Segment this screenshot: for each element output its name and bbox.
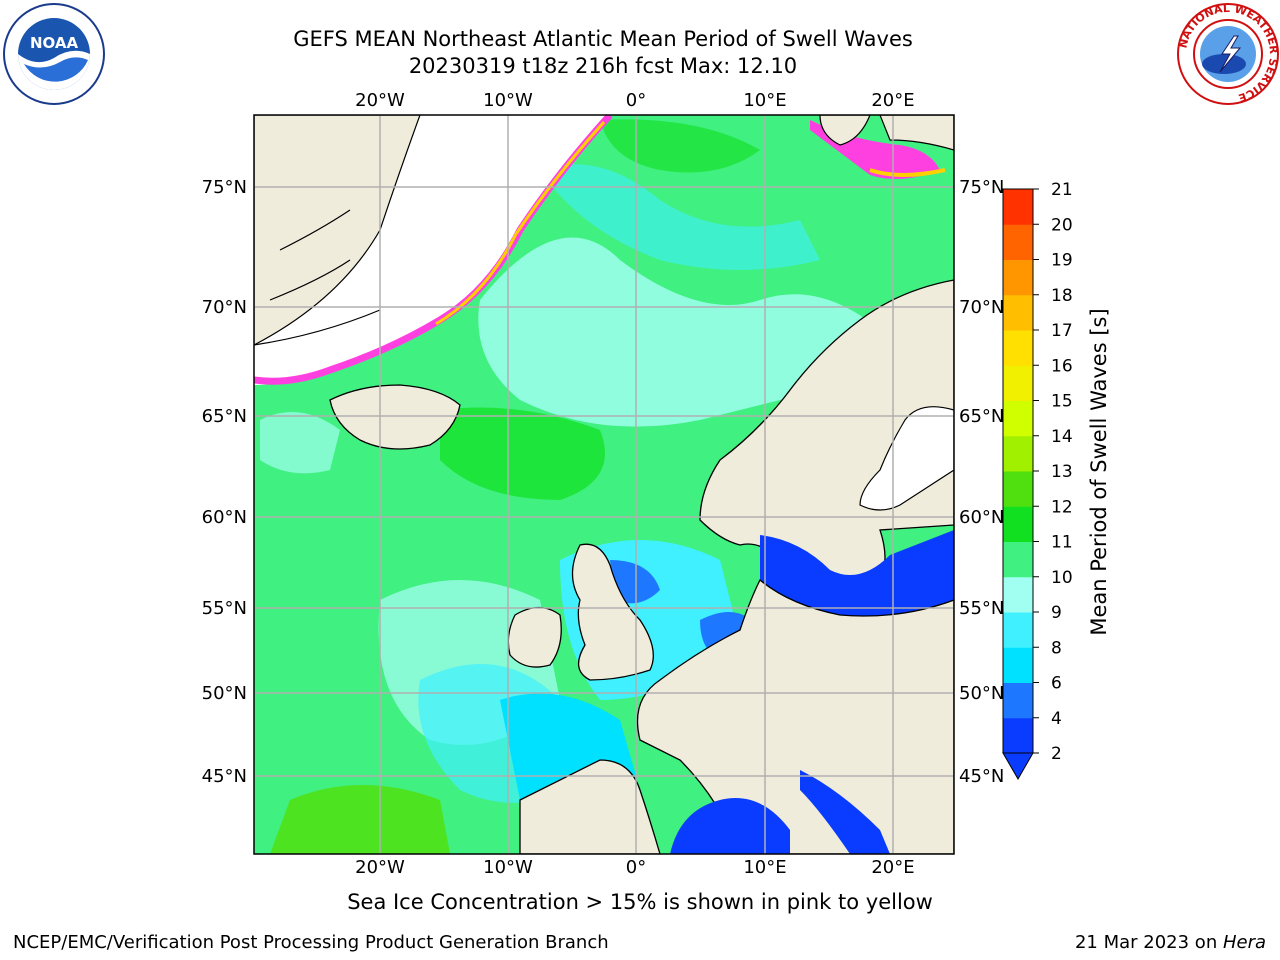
chart-title: GEFS MEAN Northeast Atlantic Mean Period… [293,27,913,51]
colorbar-tick-label: 4 [1051,709,1062,729]
lon-label-bottom: 10°W [483,857,533,878]
lat-label-left: 60°N [202,507,247,528]
svalbard [819,115,871,146]
nws-logo: NATIONAL WEATHER SERVICE [1176,2,1280,105]
colorbar-segment [1003,612,1033,648]
baltic-sea-swell [760,530,954,616]
colorbar-segment [1003,471,1033,507]
lat-label-right: 75°N [959,177,1004,198]
lat-label-left: 45°N [202,766,247,787]
lon-label-top: 20°W [355,90,405,111]
lat-label-left: 70°N [202,297,247,318]
colorbar: 2 4 6 8 9 10 11 12 13 14 15 16 17 18 19 20 21 [1002,180,1073,781]
colorbar-tick-label: 20 [1051,215,1073,235]
footer-credit: NCEP/EMC/Verification Post Processing Pr… [13,932,609,953]
colorbar-segment [1003,541,1033,578]
colorbar-tick-label: 8 [1051,638,1062,658]
north-sea-blue [610,560,660,604]
colorbar-segment [1003,330,1033,366]
colorbar-tick-label: 19 [1051,251,1073,271]
lon-label-bottom: 0° [626,857,646,878]
colorbar-segment [1003,294,1033,331]
colorbar-segment [1003,224,1033,260]
continental-europe [636,578,954,854]
lon-label-top: 10°W [483,90,533,111]
colorbar-tick-label: 12 [1051,497,1073,517]
lat-label-left: 75°N [202,177,247,198]
gulf-of-bothnia-ice [859,406,954,511]
great-britain [571,543,654,681]
mediterranean-west [670,798,790,854]
iberia [519,759,661,854]
lat-label-left: 55°N [202,598,247,619]
colorbar-extend-arrow [1002,752,1034,781]
lat-label-right: 65°N [959,406,1004,427]
lat-label-right: 70°N [959,297,1004,318]
colorbar-segment [1003,189,1033,225]
sea-ice-note: Sea Ice Concentration > 15% is shown in … [347,890,933,914]
green-patch-2 [270,785,450,854]
colorbar-tick-label: 17 [1051,321,1073,341]
green-patch-1 [440,407,605,500]
map-frame [253,114,955,855]
colorbar-tick-label: 11 [1051,533,1073,553]
lat-label-left: 65°N [202,406,247,427]
lat-label-right: 45°N [959,766,1004,787]
noaa-logo: NOAA [3,3,105,105]
lon-label-bottom: 20°W [355,857,405,878]
swell-band-3 [260,412,340,474]
graticule [254,115,954,854]
lat-label-left: 50°N [202,683,247,704]
colorbar-label: Mean Period of Swell Waves [s] [1087,308,1111,635]
lon-label-top: 20°E [871,90,914,111]
colorbar-tick-label: 13 [1051,462,1073,482]
colorbar-tick-label: 18 [1051,286,1073,306]
lat-label-right: 55°N [959,598,1004,619]
colorbar-tick-label: 21 [1051,180,1073,200]
colorbar-segment [1003,717,1033,754]
colorbar-segment [1003,435,1033,472]
swell-band-north [478,237,880,427]
lon-label-bottom: 10°E [743,857,786,878]
colorbar-segment [1003,506,1033,542]
iceland [329,384,461,450]
adriatic [800,770,890,854]
colorbar-tick-label: 9 [1051,603,1062,623]
noaa-logo-text: NOAA [30,34,79,52]
colorbar-segment [1003,647,1033,683]
map-area [254,115,954,854]
colorbar-tick-label: 14 [1051,427,1073,447]
ireland [507,606,562,668]
colorbar-tick-label: 16 [1051,356,1073,376]
colorbar-tick-label: 10 [1051,568,1073,588]
colorbar-segment [1003,365,1033,401]
lon-label-top: 0° [626,90,646,111]
swell-band-2 [540,164,820,270]
colorbar-tick-label: 6 [1051,674,1062,694]
lat-label-right: 50°N [959,683,1004,704]
colorbar-tick-label: 2 [1051,744,1062,764]
green-patch-3 [600,119,760,173]
colorbar-segment [1003,400,1033,437]
colorbar-segment [1003,682,1033,719]
colorbar-tick-label: 15 [1051,392,1073,412]
lat-label-right: 60°N [959,507,1004,528]
colorbar-segment [1003,576,1033,613]
lon-label-top: 10°E [743,90,786,111]
footer-date: 21 Mar 2023 on Hera [1074,932,1266,953]
colorbar-segment [1003,259,1033,296]
chart-subtitle: 20230319 t18z 216h fcst Max: 12.10 [408,54,798,78]
lon-label-bottom: 20°E [871,857,914,878]
